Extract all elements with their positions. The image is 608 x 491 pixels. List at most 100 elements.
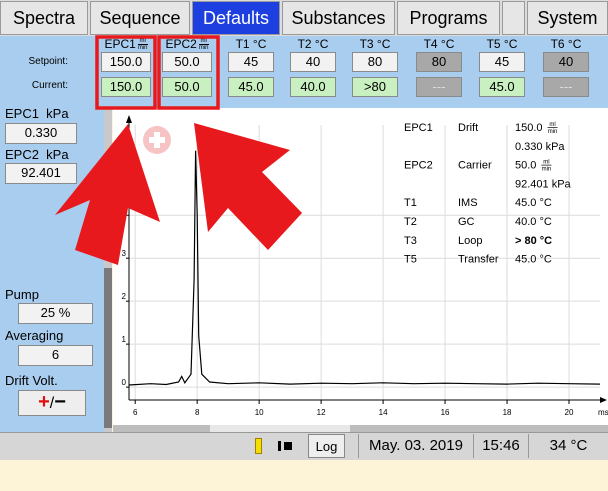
drift-minus: − xyxy=(54,391,66,413)
info-name: Drift xyxy=(458,122,478,134)
unit-denominator: min xyxy=(548,129,558,135)
setpoint-field: 40 xyxy=(543,52,589,72)
column-name: EPC2 xyxy=(165,37,196,51)
column-header: T1 °C xyxy=(222,37,280,51)
epc2-field: 92.401 xyxy=(5,163,77,184)
unit-numerator: ml xyxy=(549,122,555,128)
info-value: 0.330 kPa xyxy=(515,141,565,153)
info-value: 150.0 xyxy=(515,122,543,134)
y-tick-label: 1 xyxy=(122,335,127,344)
unit-numerator: ml xyxy=(199,38,209,45)
drift-button[interactable]: +/− xyxy=(18,390,86,416)
column-header: T6 °C xyxy=(537,37,595,51)
current-field: 40.0 xyxy=(290,77,336,97)
drift-plus: + xyxy=(38,391,50,413)
current-field: 45.0 xyxy=(228,77,274,97)
column-header: T2 °C xyxy=(284,37,342,51)
column-name: T1 °C xyxy=(236,37,267,51)
column-name: T6 °C xyxy=(551,37,582,51)
info-value: 40.0 °C xyxy=(515,216,552,228)
unit-numerator: ml xyxy=(138,38,148,45)
info-value: 45.0 °C xyxy=(515,254,552,266)
averaging-label: Averaging xyxy=(5,328,63,343)
row-label: Current: xyxy=(0,79,68,93)
drift-label: Drift Volt. xyxy=(5,373,58,388)
setpoint-field[interactable]: 40 xyxy=(290,52,336,72)
column-header: T3 °C xyxy=(346,37,404,51)
x-tick-label: 12 xyxy=(317,408,326,417)
unit-numerator: ml xyxy=(543,160,549,166)
info-name: IMS xyxy=(458,197,478,209)
x-tick-label: 18 xyxy=(503,408,512,417)
tab[interactable]: Defaults xyxy=(192,1,280,35)
info-channel: T1 xyxy=(404,197,417,209)
x-tick-label: 14 xyxy=(379,408,388,417)
column-header: T5 °C xyxy=(473,37,531,51)
tab[interactable]: Spectra xyxy=(0,1,88,35)
info-channel: T3 xyxy=(404,235,417,247)
x-tick-label: 16 xyxy=(441,408,450,417)
info-channel: T5 xyxy=(404,254,417,266)
column-header: EPC2mlmin xyxy=(156,37,218,51)
tab[interactable]: Substances xyxy=(282,1,395,35)
tab[interactable]: Sequence xyxy=(90,1,190,35)
column-name: T2 °C xyxy=(298,37,329,51)
setpoint-field: 80 xyxy=(416,52,462,72)
setpoint-field[interactable]: 45 xyxy=(479,52,525,72)
epc1-field: 0.330 xyxy=(5,123,77,144)
setpoint-field[interactable]: 45 xyxy=(228,52,274,72)
epc2-label: EPC2 kPa xyxy=(5,147,69,162)
current-field: 50.0 xyxy=(162,77,212,97)
current-field: --- xyxy=(543,77,589,97)
x-unit: ms xyxy=(598,408,608,417)
y-tick-label: 3 xyxy=(122,249,127,258)
tab[interactable]: Programs xyxy=(397,1,500,35)
x-tick-label: 10 xyxy=(255,408,264,417)
pump-field[interactable]: 25 % xyxy=(18,303,93,324)
y-tick-label: 0 xyxy=(122,378,127,387)
info-value: 50.0 xyxy=(515,160,536,172)
temperature: 34 °C xyxy=(528,434,608,458)
time: 15:46 xyxy=(473,434,528,458)
info-channel: EPC1 xyxy=(404,122,433,134)
setpoint-field[interactable]: 80 xyxy=(352,52,398,72)
column-name: EPC1 xyxy=(104,37,135,51)
info-name: GC xyxy=(458,216,475,228)
current-field: 150.0 xyxy=(101,77,151,97)
date: May. 03. 2019 xyxy=(358,434,473,458)
setpoint-field[interactable]: 150.0 xyxy=(101,52,151,72)
column-name: T4 °C xyxy=(424,37,455,51)
info-name: Loop xyxy=(458,235,482,247)
info-value: > 80 °C xyxy=(515,235,552,247)
current-field: >80 xyxy=(352,77,398,97)
spectrum-chart: 6810121416182001234msEPC1Drift150.0mlmin… xyxy=(0,0,608,491)
info-value: 92.401 kPa xyxy=(515,178,572,190)
row-label: Setpoint: xyxy=(0,55,68,69)
current-field: --- xyxy=(416,77,462,97)
y-axis-arrow xyxy=(126,115,132,123)
app: 6810121416182001234msEPC1Drift150.0mlmin… xyxy=(0,0,608,491)
info-channel: EPC2 xyxy=(404,160,433,172)
column-header: T4 °C xyxy=(410,37,468,51)
unit-denominator: min xyxy=(138,45,148,51)
unit-denominator: min xyxy=(542,167,552,173)
averaging-field[interactable]: 6 xyxy=(18,345,93,366)
x-tick-label: 6 xyxy=(133,408,138,417)
x-tick-label: 8 xyxy=(195,408,200,417)
tab[interactable]: System xyxy=(527,1,608,35)
info-value: 45.0 °C xyxy=(515,197,552,209)
info-name: Carrier xyxy=(458,160,492,172)
y-tick-label: 4 xyxy=(122,206,127,215)
x-tick-label: 20 xyxy=(565,408,574,417)
epc1-label: EPC1 kPa xyxy=(5,106,69,121)
log-button[interactable]: Log xyxy=(308,434,345,458)
pump-label: Pump xyxy=(5,287,39,302)
setpoint-field[interactable]: 50.0 xyxy=(162,52,212,72)
x-axis-arrow xyxy=(600,397,607,403)
current-field: 45.0 xyxy=(479,77,525,97)
info-channel: T2 xyxy=(404,216,417,228)
unit-denominator: min xyxy=(199,45,209,51)
